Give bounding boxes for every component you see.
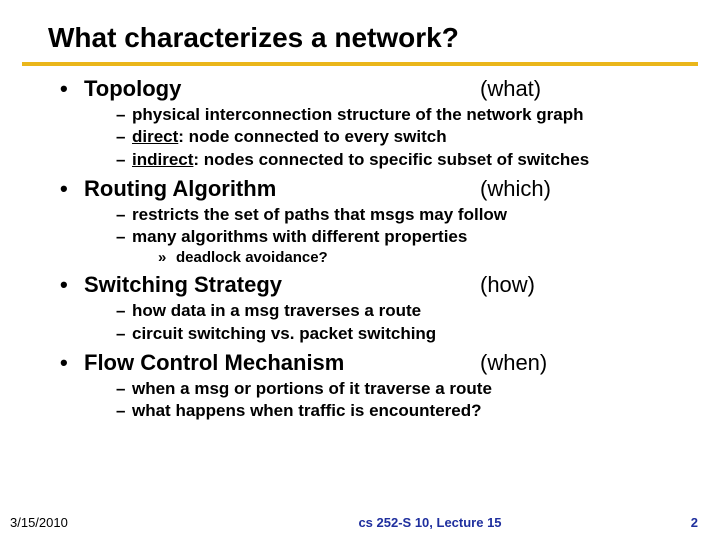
sub-list: – when a msg or portions of it traverse … [60,378,672,422]
footer-page: 2 [660,515,720,530]
sub-item: – many algorithms with different propert… [116,226,672,247]
sub-item: – when a msg or portions of it traverse … [116,378,672,399]
dash-icon: – [116,149,132,170]
sub-item: – restricts the set of paths that msgs m… [116,204,672,225]
dash-icon: – [116,300,132,321]
dash-icon: – [116,126,132,147]
slide-content: • Topology (what) – physical interconnec… [0,76,720,421]
slide-title: What characterizes a network? [0,0,720,60]
sub-list: – how data in a msg traverses a route – … [60,300,672,344]
bullet-icon: • [60,176,84,202]
dash-icon: – [116,226,132,247]
dash-icon: – [116,323,132,344]
sub-list: – physical interconnection structure of … [60,104,672,170]
section-tag: (when) [480,350,547,376]
section-topology: • Topology (what) [60,76,672,102]
section-switching: • Switching Strategy (how) [60,272,672,298]
section-label: Flow Control Mechanism [84,350,344,376]
section-tag: (which) [480,176,551,202]
dash-icon: – [116,104,132,125]
slide: What characterizes a network? • Topology… [0,0,720,540]
section-label: Topology [84,76,181,102]
sub-item: – how data in a msg traverses a route [116,300,672,321]
sub-item: – what happens when traffic is encounter… [116,400,672,421]
raquo-icon: » [158,249,176,266]
section-tag: (how) [480,272,535,298]
sub-item: – direct: node connected to every switch [116,126,672,147]
section-label: Routing Algorithm [84,176,276,202]
bullet-icon: • [60,272,84,298]
sub-item: – indirect: nodes connected to specific … [116,149,672,170]
dash-icon: – [116,378,132,399]
sub-item: – circuit switching vs. packet switching [116,323,672,344]
bullet-icon: • [60,350,84,376]
bullet-icon: • [60,76,84,102]
subsub-list: » deadlock avoidance? [116,249,672,266]
sub-item: – physical interconnection structure of … [116,104,672,125]
section-label: Switching Strategy [84,272,282,298]
dash-icon: – [116,204,132,225]
title-rule [22,62,698,66]
section-routing: • Routing Algorithm (which) [60,176,672,202]
slide-footer: 3/15/2010 cs 252-S 10, Lecture 15 2 [0,515,720,530]
footer-center: cs 252-S 10, Lecture 15 [200,515,660,530]
dash-icon: – [116,400,132,421]
section-flowcontrol: • Flow Control Mechanism (when) [60,350,672,376]
footer-date: 3/15/2010 [0,515,200,530]
subsub-item: » deadlock avoidance? [158,249,672,266]
sub-list: – restricts the set of paths that msgs m… [60,204,672,267]
section-tag: (what) [480,76,541,102]
